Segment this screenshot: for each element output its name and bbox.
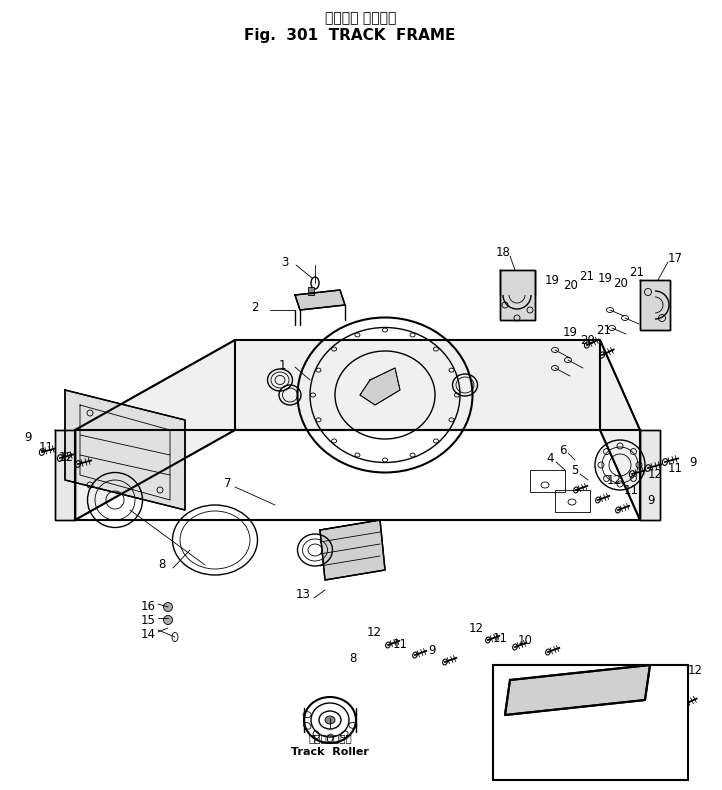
- Text: (OP): (OP): [527, 754, 553, 766]
- Text: 12: 12: [606, 473, 622, 487]
- Text: 8: 8: [158, 559, 165, 571]
- Polygon shape: [65, 390, 185, 510]
- Text: 8: 8: [349, 652, 357, 664]
- Text: 21: 21: [580, 269, 594, 283]
- Text: Track  Roller: Track Roller: [291, 747, 369, 757]
- Text: Fig.  301  TRACK  FRAME: Fig. 301 TRACK FRAME: [244, 28, 456, 43]
- Polygon shape: [640, 430, 660, 520]
- Text: 1: 1: [278, 359, 286, 371]
- Bar: [530, 470, 565, 492]
- Text: 19: 19: [562, 325, 578, 338]
- Text: 10: 10: [518, 634, 532, 646]
- Text: 11: 11: [668, 461, 682, 475]
- Text: 22: 22: [611, 743, 625, 757]
- Text: 11: 11: [624, 483, 638, 496]
- Polygon shape: [75, 340, 640, 520]
- Text: トラックローラ: トラックローラ: [308, 733, 352, 743]
- Text: 6: 6: [560, 443, 567, 457]
- Polygon shape: [55, 430, 75, 520]
- Text: 11: 11: [492, 631, 508, 645]
- Text: 22: 22: [570, 739, 586, 751]
- Text: 12: 12: [58, 450, 74, 464]
- Text: 21: 21: [596, 323, 612, 337]
- Text: 7: 7: [225, 476, 232, 490]
- Text: 11: 11: [672, 674, 687, 687]
- Text: 9: 9: [647, 494, 655, 506]
- Text: 4: 4: [547, 452, 554, 465]
- Text: 12: 12: [687, 664, 703, 676]
- Ellipse shape: [325, 716, 335, 724]
- Text: 12: 12: [469, 622, 484, 634]
- Polygon shape: [640, 280, 670, 330]
- Bar: [493, 665, 688, 780]
- Text: トラック フレーム: トラック フレーム: [326, 11, 396, 25]
- Ellipse shape: [163, 615, 173, 625]
- Text: 18: 18: [495, 246, 510, 258]
- Text: 15: 15: [141, 614, 155, 626]
- Text: 11: 11: [38, 441, 53, 453]
- Text: 14: 14: [141, 629, 155, 641]
- Bar: [555, 490, 590, 512]
- Text: 20: 20: [580, 333, 596, 347]
- Text: 2: 2: [251, 300, 258, 314]
- Text: 16: 16: [141, 600, 155, 614]
- Text: 17: 17: [668, 251, 682, 265]
- Text: 19: 19: [544, 273, 560, 287]
- Bar: [308, 287, 314, 295]
- Text: 12: 12: [367, 626, 381, 639]
- Text: 11: 11: [393, 638, 407, 650]
- Text: 3: 3: [282, 255, 289, 269]
- Text: 20: 20: [564, 279, 578, 292]
- Polygon shape: [500, 270, 535, 320]
- Polygon shape: [295, 290, 345, 310]
- Text: 19: 19: [598, 272, 612, 284]
- Polygon shape: [360, 368, 400, 405]
- Text: 12: 12: [648, 468, 663, 480]
- Text: 9: 9: [428, 644, 436, 656]
- Ellipse shape: [163, 603, 173, 611]
- Text: 20: 20: [614, 276, 628, 289]
- Text: 21: 21: [630, 265, 645, 279]
- Text: 13: 13: [295, 589, 310, 601]
- Text: 9: 9: [25, 431, 32, 443]
- Polygon shape: [320, 520, 385, 580]
- Text: 9: 9: [690, 456, 697, 468]
- Text: 10: 10: [656, 683, 671, 697]
- Polygon shape: [505, 665, 650, 715]
- Text: 5: 5: [571, 464, 579, 476]
